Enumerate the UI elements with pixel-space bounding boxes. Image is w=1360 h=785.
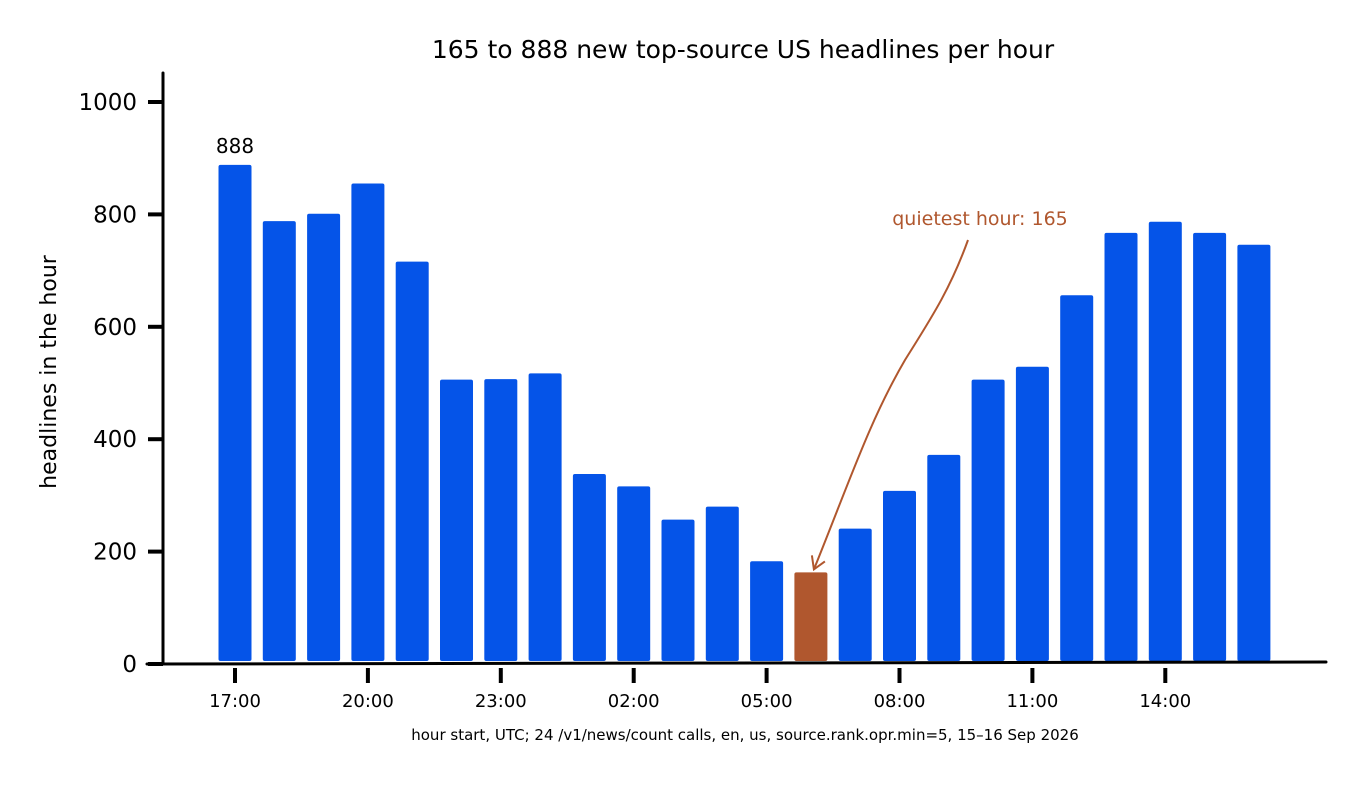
x-tick-label: 23:00 <box>475 691 527 712</box>
x-axis-line <box>145 660 1328 666</box>
bar-0400 <box>705 506 739 661</box>
bar-2000 <box>351 183 385 661</box>
y-ticks: 0 200 400 600 800 1000 <box>78 90 163 678</box>
bars-layer <box>218 164 1271 662</box>
bar-1300 <box>1104 232 1138 661</box>
annotation-arrowhead <box>810 555 826 572</box>
x-axis-label: hour start, UTC; 24 /v1/news/count calls… <box>411 726 1079 744</box>
bar-1600 <box>1237 244 1271 661</box>
bar-1200 <box>1060 295 1094 661</box>
data-labels: 888 <box>216 134 254 158</box>
bar-1000 <box>971 379 1005 661</box>
x-tick-label: 05:00 <box>741 691 793 712</box>
bar-2200 <box>440 379 473 661</box>
x-tick-label: 14:00 <box>1139 691 1191 712</box>
x-tick-label: 02:00 <box>608 691 660 712</box>
axes-layer <box>145 71 1328 666</box>
y-tick-label: 1000 <box>78 90 137 116</box>
bar-1500 <box>1193 232 1227 661</box>
bar-2300 <box>484 379 518 661</box>
annotation-text: quietest hour: 165 <box>892 208 1068 230</box>
y-tick-label: 600 <box>93 315 137 341</box>
bar-2100 <box>395 261 429 661</box>
y-axis-label: headlines in the hour <box>37 254 62 489</box>
bar-1700 <box>218 164 252 661</box>
x-tick-label: 20:00 <box>342 691 394 712</box>
bar-1800 <box>262 221 296 661</box>
y-tick-label: 400 <box>93 427 137 453</box>
y-tick-label: 800 <box>93 202 137 228</box>
bar-1400 <box>1148 221 1182 661</box>
chart-title: 165 to 888 new top-source US headlines p… <box>432 35 1055 64</box>
x-tick-label: 08:00 <box>874 691 926 712</box>
bar-0700 <box>838 528 872 661</box>
bar-1100 <box>1015 366 1049 661</box>
bar-0000 <box>528 373 562 661</box>
bar-0600 <box>794 572 828 661</box>
bar-0100 <box>572 474 606 661</box>
bar-0500 <box>750 561 784 661</box>
data-label: 888 <box>216 134 254 158</box>
x-tick-label: 11:00 <box>1006 691 1058 712</box>
bar-0300 <box>661 519 695 661</box>
bar-0900 <box>927 454 961 661</box>
annotation-layer: quietest hour: 165 <box>810 208 1068 572</box>
bar-1900 <box>307 213 341 662</box>
annotation-arrow <box>812 239 969 570</box>
y-tick-label: 200 <box>93 540 137 566</box>
x-ticks: 17:00 20:00 23:00 02:00 05:00 08:00 11:00 14:00 <box>209 668 1191 712</box>
y-tick-label: 0 <box>122 652 137 678</box>
bar-0800 <box>883 490 916 661</box>
bar-0200 <box>617 486 651 661</box>
x-tick-label: 17:00 <box>209 691 261 712</box>
